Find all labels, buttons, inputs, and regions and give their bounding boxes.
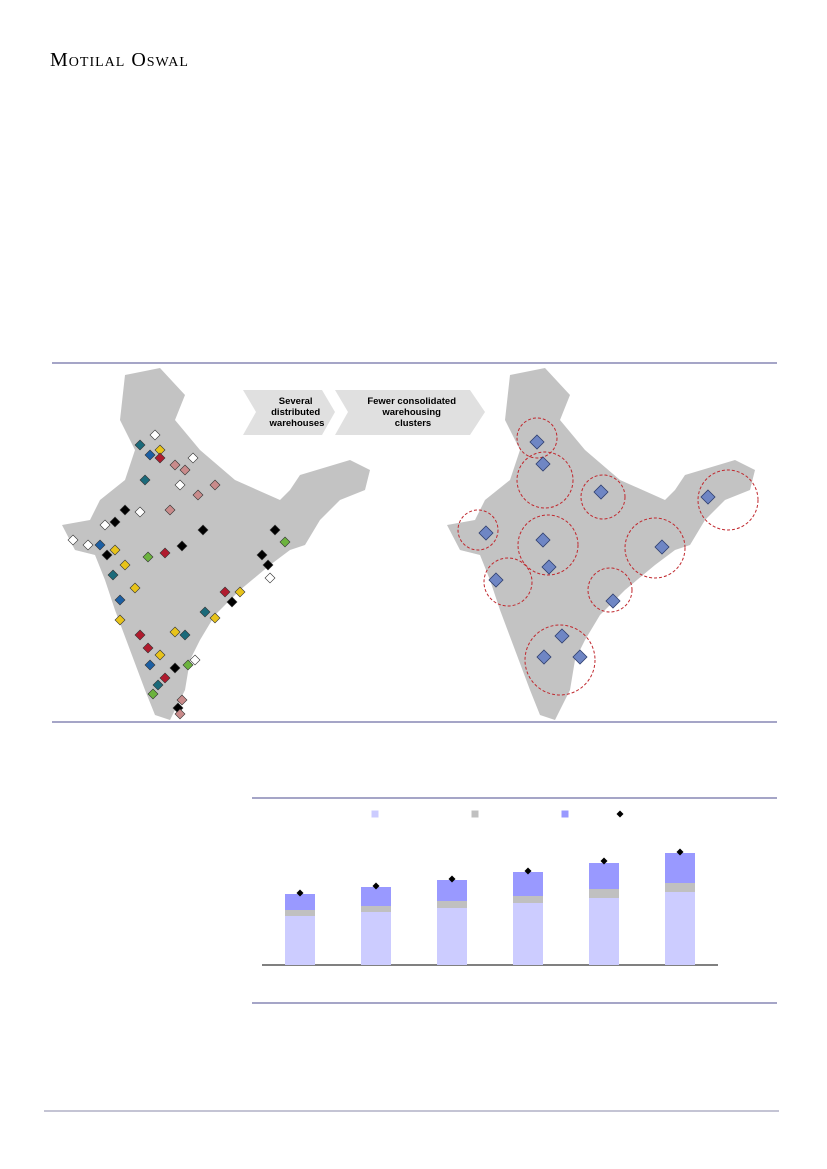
arrow-label: Fewer consolidated warehousing clusters	[367, 396, 458, 429]
label-line: warehousing	[381, 407, 441, 418]
arrow-label: Several distributed warehouses	[269, 396, 325, 429]
bar-segment	[285, 894, 315, 910]
bar-segment	[589, 889, 619, 898]
legend-marker	[616, 810, 624, 818]
label-line: clusters	[395, 418, 431, 429]
bar-segment	[361, 906, 391, 912]
marker	[448, 875, 456, 883]
label-line: distributed	[271, 407, 320, 418]
marker	[296, 889, 304, 897]
marker	[676, 848, 684, 856]
bar-segment	[285, 910, 315, 916]
legend-swatch	[371, 810, 379, 818]
bar-segment	[665, 883, 695, 892]
arrows	[243, 390, 485, 435]
legend-swatch	[561, 810, 569, 818]
legend-swatch	[471, 810, 479, 818]
bar-segment	[665, 892, 695, 965]
label-line: Fewer consolidated	[367, 396, 456, 407]
label-line: warehouses	[269, 418, 325, 429]
bar-segment	[437, 908, 467, 965]
bar-segment	[361, 887, 391, 906]
bar-segment	[361, 912, 391, 965]
marker	[372, 882, 380, 890]
marker	[524, 867, 532, 875]
label-line: Several	[279, 396, 313, 407]
brand: Motilal Oswal	[50, 49, 189, 71]
bar-segment	[437, 901, 467, 908]
bar-segment	[665, 853, 695, 883]
bar-segment	[513, 872, 543, 896]
bar-segment	[513, 896, 543, 903]
bar-segment	[437, 880, 467, 901]
bar-segment	[285, 916, 315, 965]
bar-segment	[589, 863, 619, 889]
bar-segment	[589, 898, 619, 965]
cluster-circles	[457, 417, 759, 696]
map-right	[447, 368, 755, 720]
marker	[600, 857, 608, 865]
bar-segment	[513, 903, 543, 965]
